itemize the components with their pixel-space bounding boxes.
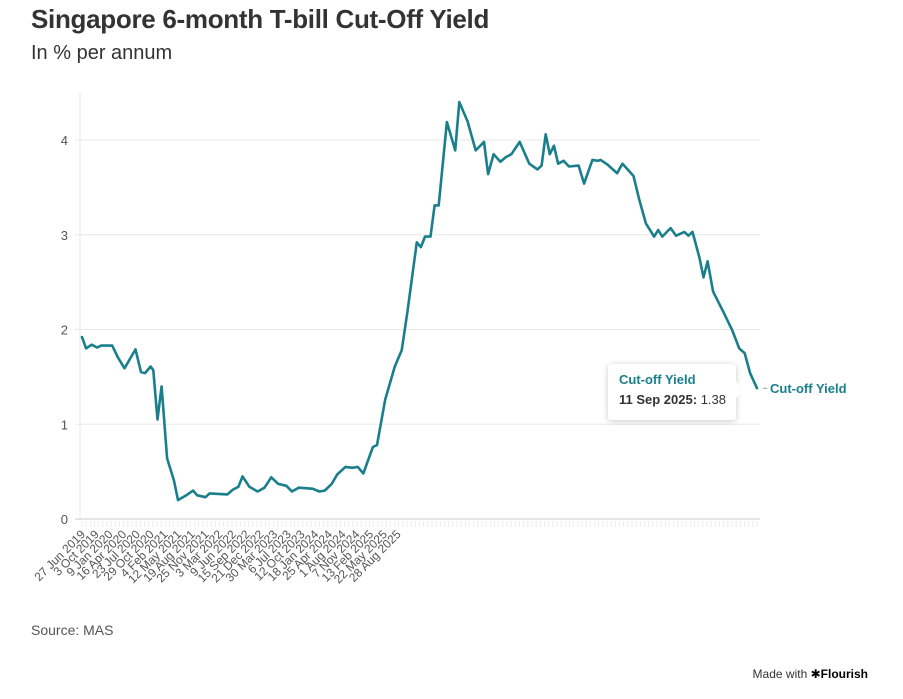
chart-title: Singapore 6-month T-bill Cut-Off Yield xyxy=(31,4,490,34)
y-axis: 0 1 2 3 4 xyxy=(61,133,68,527)
y-tick-label: 2 xyxy=(61,323,68,338)
legend-label-cut-off-yield: Cut-off Yield xyxy=(770,381,847,396)
series-group xyxy=(80,100,759,502)
tooltip-date: 11 Sep 2025: xyxy=(619,392,698,407)
asterisk-icon: ✱ xyxy=(810,667,821,681)
tooltip-series: Cut-off Yield xyxy=(619,372,696,387)
tooltip: Cut-off Yield 11 Sep 2025: 1.38 xyxy=(608,364,744,420)
flourish-brand: Flourish xyxy=(820,667,868,681)
chart-subtitle: In % per annum xyxy=(31,42,173,64)
y-tick-label: 3 xyxy=(61,228,68,243)
y-tick-label: 0 xyxy=(61,512,68,527)
series-line-cut-off-yield xyxy=(80,100,759,502)
end-label-group: Cut-off Yield xyxy=(763,381,847,396)
made-with-label: Made with xyxy=(752,667,808,681)
gridlines xyxy=(75,92,760,520)
made-with-flourish[interactable]: Made with ✱Flourish xyxy=(753,667,868,681)
y-tick-label: 1 xyxy=(61,417,68,432)
source-note: Source: MAS xyxy=(31,622,114,638)
y-tick-label: 4 xyxy=(61,133,68,148)
tooltip-value: 1.38 xyxy=(700,392,726,407)
tooltip-row: 11 Sep 2025: 1.38 xyxy=(619,392,726,407)
